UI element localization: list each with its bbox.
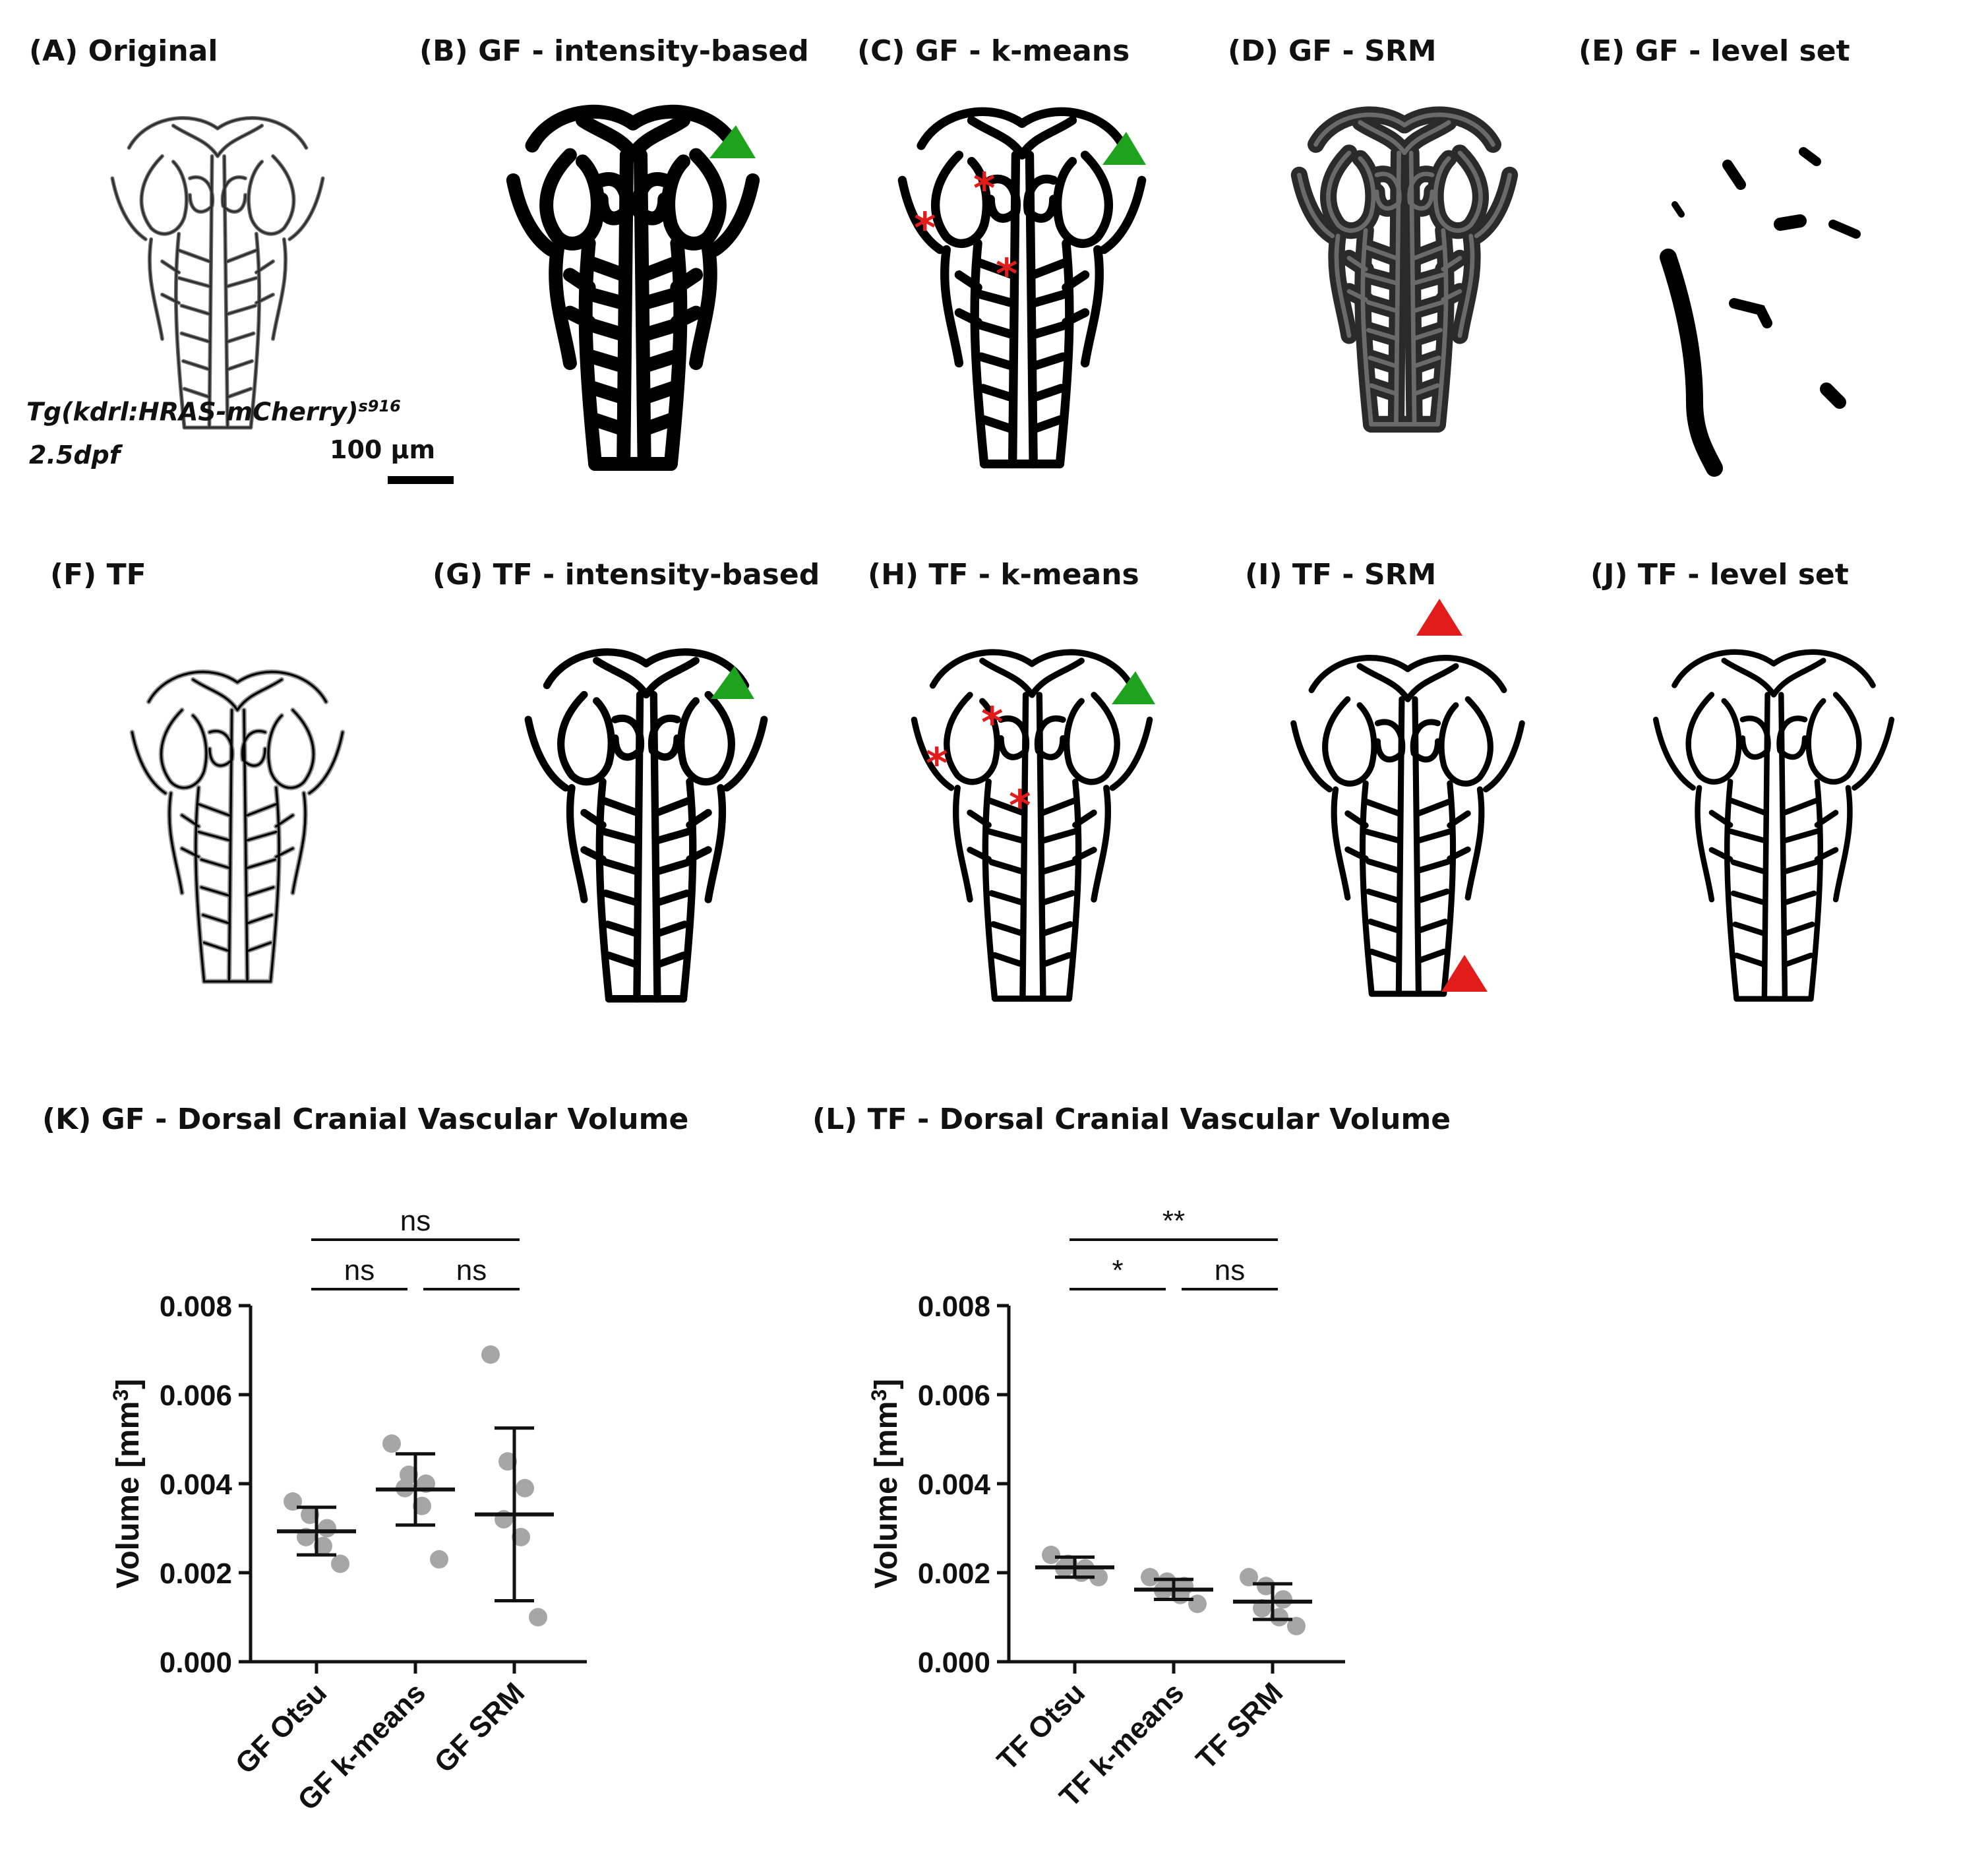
panel-e-title: (E) GF - level set xyxy=(1579,34,1850,68)
panel-k-title: (K) GF - Dorsal Cranial Vascular Volume xyxy=(42,1103,689,1136)
significance-label: ns xyxy=(1215,1254,1245,1287)
stage-label: 2.5dpf xyxy=(29,440,121,470)
chart-l: 0.000 0.002 0.004 0.006 0.008 Volume [mm3] TF … xyxy=(857,1174,1385,1833)
y-tick-label: 0.004 xyxy=(160,1469,233,1501)
data-point xyxy=(413,1496,431,1515)
significance-label: ns xyxy=(400,1205,431,1237)
scale-bar-label: 100 µm xyxy=(330,435,436,464)
transgenic-line-label: Tg(kdrl:HRAS-mCherry)s916 xyxy=(26,397,401,427)
data-point xyxy=(430,1550,448,1569)
data-point xyxy=(1188,1594,1207,1614)
data-point xyxy=(1257,1577,1275,1596)
green-arrowhead-h xyxy=(1112,671,1155,704)
panel-c-title: (C) GF - k-means xyxy=(857,34,1130,68)
red-arrowhead-i-bottom xyxy=(1441,955,1488,992)
chart-k-svg: 0.000 0.002 0.004 0.006 0.008 Volume [mm3] GF … xyxy=(109,1205,587,1817)
significance-label: ** xyxy=(1162,1205,1185,1237)
panel-f-image xyxy=(99,626,376,1048)
y-tick-label: 0.000 xyxy=(918,1647,990,1679)
y-tick-label: 0.004 xyxy=(918,1469,991,1501)
x-tick-label: TF SRM xyxy=(1190,1676,1289,1775)
data-point xyxy=(301,1505,319,1525)
significance-label: * xyxy=(1112,1254,1123,1287)
panel-e-image xyxy=(1629,125,1919,481)
data-point xyxy=(529,1608,547,1627)
panel-d-title: (D) GF - SRM xyxy=(1228,34,1437,68)
panel-g-title: (G) TF - intensity-based xyxy=(433,558,820,591)
data-point xyxy=(318,1519,336,1538)
panel-d-image xyxy=(1266,79,1543,481)
panel-a-original-image xyxy=(79,79,356,488)
red-asterisk-h3: * xyxy=(1009,782,1031,831)
y-tick-label: 0.008 xyxy=(160,1290,232,1323)
green-arrowhead-c xyxy=(1102,132,1146,165)
panel-g-image xyxy=(475,626,818,1048)
panel-j-image xyxy=(1602,626,1945,1048)
y-axis-label: Volume [mm3] xyxy=(867,1379,904,1589)
panel-l-title: (L) TF - Dorsal Cranial Vascular Volume xyxy=(812,1103,1451,1136)
red-asterisk-c1: * xyxy=(973,165,996,214)
data-point xyxy=(1253,1599,1271,1618)
data-point xyxy=(314,1536,332,1556)
y-tick-label: 0.002 xyxy=(918,1558,990,1590)
x-tick-label: GF SRM xyxy=(428,1676,531,1779)
red-asterisk-c3: * xyxy=(996,251,1018,299)
data-point xyxy=(1274,1590,1292,1609)
data-point xyxy=(1042,1546,1060,1564)
data-point xyxy=(1240,1567,1258,1587)
significance-label: ns xyxy=(456,1254,487,1287)
y-tick-label: 0.006 xyxy=(160,1379,232,1412)
data-point xyxy=(1270,1608,1288,1627)
data-point xyxy=(1089,1567,1108,1587)
green-arrowhead-g xyxy=(711,666,754,699)
data-point xyxy=(382,1434,401,1453)
x-tick-label: GF Otsu xyxy=(229,1676,333,1780)
panel-b-title: (B) GF - intensity-based xyxy=(419,34,809,68)
chart-l-svg: 0.000 0.002 0.004 0.006 0.008 Volume [mm3] TF … xyxy=(867,1205,1345,1813)
y-tick-label: 0.000 xyxy=(160,1647,232,1679)
y-tick-label: 0.008 xyxy=(918,1290,990,1323)
green-arrowhead-b xyxy=(709,125,756,158)
data-point xyxy=(481,1345,500,1364)
y-tick-label: 0.006 xyxy=(918,1379,990,1412)
panel-h-title: (H) TF - k-means xyxy=(868,558,1139,591)
panel-j-title: (J) TF - level set xyxy=(1590,558,1849,591)
scale-bar xyxy=(388,476,454,484)
x-tick-label: TF Otsu xyxy=(991,1676,1091,1776)
panel-a-title: (A) Original xyxy=(29,34,218,68)
panel-i-title: (I) TF - SRM xyxy=(1245,558,1437,591)
data-point xyxy=(516,1478,534,1498)
significance-label: ns xyxy=(344,1254,375,1287)
data-point xyxy=(512,1528,530,1546)
panel-f-title: (F) TF xyxy=(50,558,146,591)
data-point xyxy=(1287,1617,1306,1635)
y-axis-label: Volume [mm3] xyxy=(109,1379,146,1589)
data-point xyxy=(331,1554,349,1573)
data-point xyxy=(498,1452,517,1471)
red-asterisk-h1: * xyxy=(981,699,1004,748)
panel-i-image xyxy=(1253,633,1563,1042)
data-point xyxy=(1141,1567,1159,1587)
red-asterisk-h2: * xyxy=(926,740,948,789)
red-asterisk-c2: * xyxy=(914,204,936,253)
y-tick-label: 0.002 xyxy=(160,1558,232,1590)
red-arrowhead-i-top xyxy=(1416,599,1462,636)
chart-k: 0.000 0.002 0.004 0.006 0.008 Volume [mm3] GF … xyxy=(99,1174,626,1833)
